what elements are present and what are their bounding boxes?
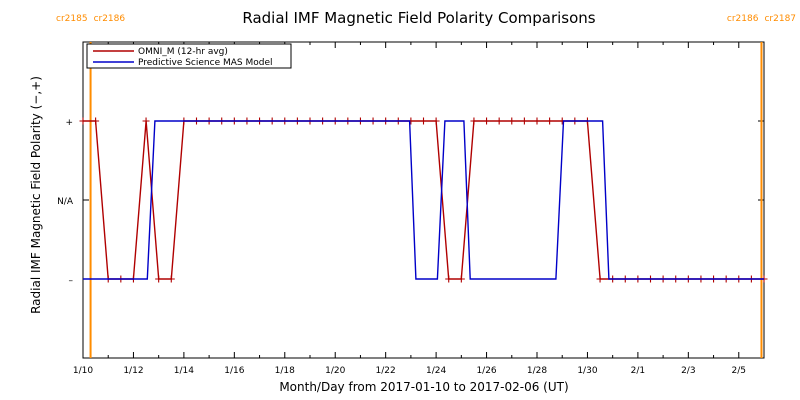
- x-axis-label: Month/Day from 2017-01-10 to 2017-02-06 …: [279, 380, 568, 394]
- omni-data-point: [483, 117, 491, 125]
- carrington-rotation-lines: [89, 42, 763, 358]
- legend-label-omni: OMNI_M (12-hr avg): [138, 47, 228, 57]
- omni-data-point: [155, 275, 163, 283]
- y-tick-label: –: [69, 276, 74, 286]
- x-tick-label: 1/28: [527, 366, 547, 376]
- legend-box: [86, 43, 292, 69]
- x-tick-label: 1/26: [476, 366, 496, 376]
- omni-data-point: [445, 275, 453, 283]
- chart-title: Radial IMF Magnetic Field Polarity Compa…: [242, 9, 595, 27]
- omni-data-point: [167, 275, 175, 283]
- x-tick-label: 2/3: [681, 366, 695, 376]
- series-line-omni: [83, 120, 764, 280]
- omni-data-point: [546, 117, 554, 125]
- x-tick-label: 1/18: [275, 366, 295, 376]
- data-series: [79, 117, 768, 283]
- omni-data-point: [596, 275, 604, 283]
- x-tick-label: 1/24: [426, 366, 446, 376]
- plot-frame: [82, 41, 765, 359]
- omni-data-point: [92, 117, 100, 125]
- legend-label-mas: Predictive Science MAS Model: [138, 58, 273, 68]
- x-tick-label: 1/22: [376, 366, 396, 376]
- carrington-label-left: cr2185: [56, 14, 88, 24]
- x-tick-label: 1/14: [174, 366, 194, 376]
- omni-data-point: [420, 117, 427, 125]
- x-tick-label: 2/1: [631, 366, 645, 376]
- x-tick-label: 1/16: [224, 366, 244, 376]
- x-tick-label: 1/20: [325, 366, 345, 376]
- carrington-label-right: cr2187: [764, 14, 796, 24]
- omni-data-point: [533, 117, 541, 125]
- omni-data-point: [79, 117, 87, 125]
- omni-data-point: [457, 275, 465, 283]
- x-tick-label: 2/5: [732, 366, 746, 376]
- omni-data-point: [142, 117, 150, 125]
- y-tick-label: N/A: [57, 197, 74, 207]
- omni-data-point: [495, 117, 503, 125]
- y-tick-label: +: [65, 118, 73, 128]
- x-tick-label: 1/12: [123, 366, 143, 376]
- omni-data-point: [470, 117, 478, 125]
- omni-data-point: [432, 117, 440, 125]
- x-tick-label: 1/10: [73, 366, 93, 376]
- y-axis-label: Radial IMF Magnetic Field Polarity (−,+): [29, 76, 43, 314]
- legend: OMNI_M (12-hr avg) Predictive Science MA…: [86, 43, 292, 69]
- series-line-mas: [83, 120, 764, 280]
- x-axis-ticks: 1/10 1/12 1/14 1/16 1/18 1/20 1/22 1/24 1/26 1/28…: [73, 42, 746, 376]
- carrington-label-right: cr2186: [94, 14, 126, 24]
- carrington-label-left: cr2186: [727, 14, 759, 24]
- x-tick-label: 1/30: [577, 366, 597, 376]
- omni-data-point: [520, 117, 528, 125]
- omni-data-point: [508, 117, 516, 125]
- carrington-rotation-labels: cr2185 cr2186 cr2186 cr2187: [56, 14, 796, 24]
